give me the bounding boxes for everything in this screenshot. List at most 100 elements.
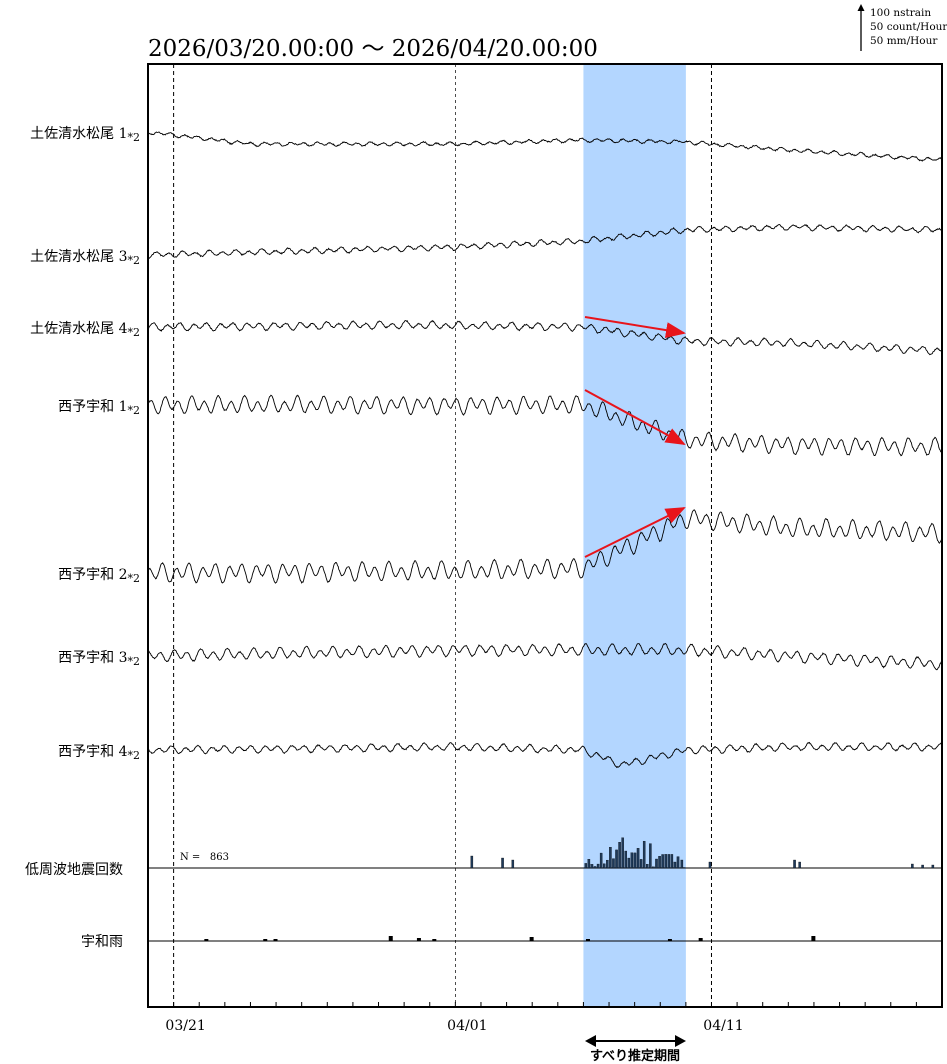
quake-count-bar bbox=[633, 852, 637, 869]
series-label-suffix: *2 bbox=[128, 326, 141, 339]
quake-count-bar bbox=[921, 864, 924, 869]
scale-legend-arrow-icon bbox=[857, 4, 865, 11]
scale-legend-line-3: 50 mm/Hour bbox=[870, 35, 938, 47]
quake-count-bar bbox=[680, 859, 684, 869]
eq-count-label: N = 863 bbox=[180, 852, 229, 863]
quake-count-bar bbox=[621, 837, 624, 869]
quake-count-bar bbox=[590, 864, 594, 869]
quake-count-bar bbox=[798, 861, 801, 869]
series-label-suffix: *2 bbox=[128, 655, 141, 668]
trend-arrow-icon bbox=[584, 316, 686, 339]
quake-count-bar bbox=[911, 863, 914, 869]
quake-count-bar bbox=[618, 842, 621, 869]
rain-bar bbox=[811, 936, 816, 941]
rain-bar bbox=[388, 936, 393, 941]
quake-count-bar bbox=[649, 843, 652, 869]
rain-bar bbox=[263, 939, 268, 941]
trend-arrow-icon bbox=[584, 389, 686, 445]
trace-7 bbox=[147, 741, 943, 769]
series-label: 土佐清水松尾 1*2 bbox=[30, 126, 140, 144]
series-label-suffix: *2 bbox=[128, 749, 141, 762]
quake-count-bar bbox=[599, 852, 603, 869]
rain-bar bbox=[529, 937, 534, 941]
slip-period-label: すべり推定期間 bbox=[590, 1048, 680, 1064]
left-arrowhead-icon bbox=[585, 1035, 596, 1047]
scale-legend-line-2: 50 count/Hour bbox=[870, 21, 947, 33]
series-label: 西予宇和 1*2 bbox=[58, 399, 140, 417]
rain-bar bbox=[273, 939, 278, 941]
quake-count-bar bbox=[931, 864, 935, 869]
quake-count-bar bbox=[596, 863, 600, 869]
series-label-suffix: *2 bbox=[128, 131, 141, 144]
quake-count-bar bbox=[658, 856, 661, 869]
quake-count-bar bbox=[636, 848, 640, 869]
quake-count-bar bbox=[676, 856, 680, 869]
series-label: 西予宇和 2*2 bbox=[58, 567, 140, 585]
series-label: 土佐清水松尾 4*2 bbox=[30, 321, 140, 339]
trace-4 bbox=[147, 394, 943, 457]
period-title: 2026/03/20.00:00 〜 2026/04/20.00:00 bbox=[148, 36, 598, 62]
quake-count-bar bbox=[615, 849, 618, 869]
quake-count-bar bbox=[646, 864, 649, 869]
series-label: 土佐清水松尾 3*2 bbox=[30, 249, 140, 267]
quake-count-bar bbox=[661, 854, 664, 869]
quake-count-bar bbox=[501, 857, 504, 869]
quake-count-bar bbox=[609, 847, 612, 869]
trace-6 bbox=[148, 642, 943, 671]
x-ticks: 03/21 04/01 04/11 bbox=[147, 1002, 943, 1034]
series-label-suffix: *2 bbox=[128, 254, 141, 267]
quake-count-bar bbox=[584, 863, 588, 869]
histogram-label: 宇和雨 bbox=[81, 934, 123, 950]
rain-bar bbox=[416, 938, 421, 941]
quake-count-bar bbox=[606, 859, 609, 869]
quake-count-bar bbox=[612, 858, 615, 869]
trace-2 bbox=[148, 224, 943, 259]
quake-count-bar bbox=[593, 866, 597, 869]
scale-legend: 100 nstrain 50 count/Hour 50 mm/Hour bbox=[857, 4, 947, 51]
quake-count-bar bbox=[682, 867, 686, 869]
quake-count-bar bbox=[667, 854, 671, 869]
quake-count-bar bbox=[627, 857, 631, 869]
series-label: 西予宇和 4*2 bbox=[58, 744, 140, 762]
series-label-suffix: *2 bbox=[128, 572, 141, 585]
trace-5 bbox=[147, 509, 943, 584]
grid-lines bbox=[173, 64, 712, 1007]
quake-count-bar bbox=[708, 861, 712, 869]
quake-count-bar bbox=[511, 859, 515, 869]
quake-count-bar bbox=[642, 840, 646, 869]
quake-count-bar bbox=[639, 859, 643, 869]
plot-frame bbox=[147, 63, 943, 1008]
event-bars bbox=[148, 837, 942, 942]
x-tick-label: 04/01 bbox=[447, 1018, 487, 1034]
trend-arrows bbox=[584, 316, 686, 558]
quake-count-bar bbox=[664, 854, 667, 869]
series-label: 西予宇和 3*2 bbox=[58, 650, 140, 668]
x-tick-label: 03/21 bbox=[165, 1018, 205, 1034]
histogram-label: 低周波地震回数 bbox=[25, 862, 123, 878]
quake-count-bar bbox=[793, 859, 796, 869]
quake-count-bar bbox=[624, 850, 628, 869]
strain-traces bbox=[147, 131, 943, 769]
slip-period-band bbox=[583, 64, 686, 1007]
quake-count-bar bbox=[587, 859, 591, 869]
right-arrowhead-icon bbox=[675, 1035, 686, 1047]
quake-count-bar bbox=[670, 854, 674, 869]
scale-legend-line-1: 100 nstrain bbox=[870, 7, 931, 19]
quake-count-bar bbox=[673, 861, 677, 869]
slip-period-marker: すべり推定期間 bbox=[585, 1035, 686, 1064]
trend-arrow-icon bbox=[584, 507, 686, 558]
quake-count-bar bbox=[652, 866, 655, 869]
quake-count-bar bbox=[630, 852, 634, 869]
rain-bar bbox=[432, 939, 437, 941]
series-labels: 土佐清水松尾 1*2 土佐清水松尾 3*2 土佐清水松尾 4*2 西予宇和 1*2 西予… bbox=[25, 126, 140, 950]
series-label-suffix: *2 bbox=[128, 404, 141, 417]
x-tick-label: 04/11 bbox=[703, 1018, 743, 1034]
quake-count-bar bbox=[470, 855, 474, 869]
rain-bar bbox=[204, 939, 209, 941]
quake-count-bar bbox=[655, 858, 658, 869]
trace-1 bbox=[147, 131, 943, 162]
rain-bar bbox=[667, 939, 672, 941]
rain-bar bbox=[698, 938, 703, 941]
